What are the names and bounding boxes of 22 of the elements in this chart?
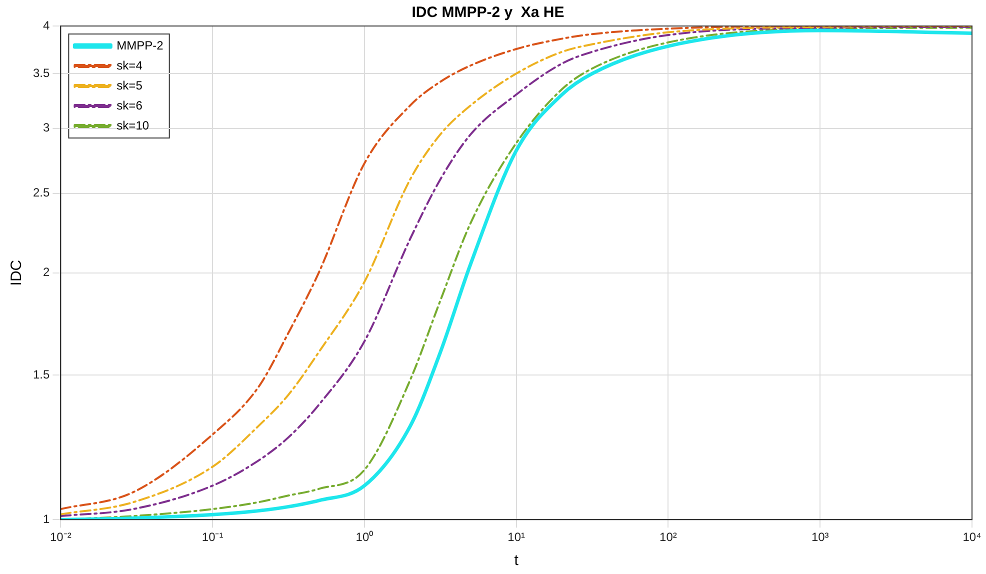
x-axis-title: t — [514, 552, 520, 570]
x-tick-label: 10¹ — [508, 530, 526, 544]
legend-label: MMPP-2 — [116, 38, 164, 52]
y-tick-label: 3.5 — [32, 66, 50, 80]
y-tick-label: 1 — [42, 512, 50, 526]
y-tick-label: 3 — [42, 120, 50, 135]
legend-label: sk=5 — [116, 78, 143, 92]
x-tick-label: 10² — [660, 530, 677, 544]
x-tick-label: 10⁰ — [356, 530, 374, 544]
legend-label: sk=4 — [116, 58, 143, 72]
legend-label: sk=6 — [116, 98, 143, 112]
y-tick-label: 2 — [42, 265, 50, 280]
y-tick-label: 1.5 — [32, 368, 50, 382]
x-tick-label: 10⁻¹ — [202, 530, 224, 544]
y-axis-title: IDC — [8, 260, 26, 286]
y-tick-label: 4 — [42, 18, 50, 32]
x-tick-label: 10³ — [811, 530, 829, 544]
legend-label: sk=10 — [116, 118, 150, 132]
chart-title: IDC MMPP-2 y Xa HE — [412, 4, 564, 22]
x-tick-label: 10⁻² — [50, 530, 72, 544]
x-tick-label: 10⁴ — [962, 530, 982, 544]
y-tick-label: 2.5 — [32, 186, 50, 200]
